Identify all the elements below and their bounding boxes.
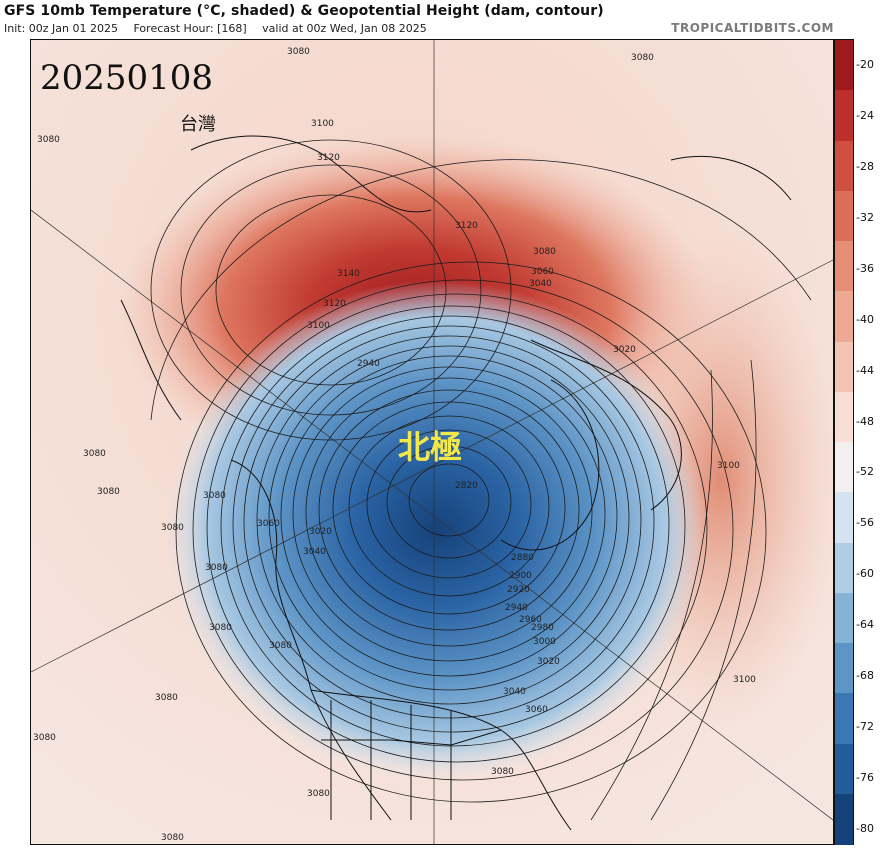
contour-label: 3040 <box>303 547 326 557</box>
meridian-lines <box>31 40 833 844</box>
colorbar-tick-label: -48 <box>856 414 874 428</box>
colorbar-tick-label: -28 <box>856 159 874 173</box>
colorbar-segment <box>835 542 853 594</box>
contour-label: 2880 <box>511 553 534 563</box>
contour-label: 3100 <box>717 461 740 471</box>
contour-label: 3000 <box>533 637 556 647</box>
contour-label: 2920 <box>507 585 530 595</box>
colorbar-tick-label: -68 <box>856 669 874 683</box>
colorbar-segment <box>835 492 853 543</box>
brand-watermark[interactable]: TROPICALTIDBITS.COM <box>671 21 834 35</box>
contour-label: 3020 <box>537 657 560 667</box>
colorbar-segment <box>835 442 853 493</box>
colorbar-segment <box>835 391 853 443</box>
contour-label: 2900 <box>509 571 532 581</box>
colorbar-tick-label: -24 <box>856 108 874 122</box>
contour-label: 2960 <box>519 615 542 625</box>
contour-label: 3140 <box>337 269 360 279</box>
contour-labels: 3080 3080 3080 3100 3120 3120 3140 3120 … <box>33 47 756 843</box>
contour-label: 3080 <box>155 693 178 703</box>
colorbar-tick-label: -32 <box>856 210 874 224</box>
contour-label: 3120 <box>317 153 340 163</box>
label-taiwan: 台灣 <box>180 114 216 135</box>
colorbar-tick-label: -40 <box>856 312 874 326</box>
contour-label: 3080 <box>287 47 310 57</box>
colorbar-segment <box>835 241 853 292</box>
contour-label: 3080 <box>533 247 556 257</box>
contour-label: 3120 <box>323 299 346 309</box>
colorbar-segment <box>835 592 853 644</box>
colorbar-segment <box>835 140 853 192</box>
contour-label: 3080 <box>307 789 330 799</box>
colorbar-tick-label: -52 <box>856 465 874 479</box>
colorbar-segment <box>835 90 853 141</box>
colorbar-tick-label: -80 <box>856 822 874 835</box>
contour-label: 3080 <box>33 733 56 743</box>
colorbar-segment <box>835 291 853 342</box>
coastlines <box>120 135 792 831</box>
colorbar-segment <box>835 693 853 744</box>
polar-vortex <box>166 280 706 780</box>
contour-label: 3100 <box>307 321 330 331</box>
colorbar-segment <box>835 341 853 393</box>
contour-label: 3080 <box>161 833 184 843</box>
contour-label: 3080 <box>269 641 292 651</box>
contour-label: 3080 <box>209 623 232 633</box>
colorbar-segment <box>835 793 853 845</box>
height-contours <box>150 139 812 821</box>
contour-label: 3100 <box>311 119 334 129</box>
colorbar-segment <box>835 40 853 91</box>
contour-label: 3080 <box>205 563 228 573</box>
contour-label: 3080 <box>203 491 226 501</box>
contour-label: 3080 <box>161 523 184 533</box>
contour-label: 2980 <box>531 623 554 633</box>
contour-label: 3040 <box>529 279 552 289</box>
contour-label: 3080 <box>37 135 60 145</box>
contour-label: 3040 <box>503 687 526 697</box>
map-canvas: 3080 3080 3080 3100 3120 3120 3140 3120 … <box>31 40 833 844</box>
colorbar-tick-label: -76 <box>856 771 874 785</box>
contour-label: 3060 <box>257 519 280 529</box>
polar-map: 3080 3080 3080 3100 3120 3120 3140 3120 … <box>30 39 834 845</box>
contour-label: 2940 <box>505 603 528 613</box>
colorbar-tick-label: -56 <box>856 516 874 530</box>
chart-title: GFS 10mb Temperature (°C, shaded) & Geop… <box>4 3 604 19</box>
colorbar-segment <box>835 643 853 694</box>
colorbar-segment <box>835 190 853 242</box>
contour-label: 3080 <box>491 767 514 777</box>
colorbar-tick-label: -36 <box>856 261 874 275</box>
init-time: Init: 00z Jan 01 2025 <box>4 22 118 35</box>
colorbar-tick-label: -20 <box>856 58 874 71</box>
forecast-hour: Forecast Hour: [168] <box>133 22 247 35</box>
contour-label: 3060 <box>525 705 548 715</box>
colorbar-segment <box>835 743 853 795</box>
colorbar-tick-label: -60 <box>856 567 874 581</box>
valid-time: valid at 00z Wed, Jan 08 2025 <box>262 22 427 35</box>
run-info: Init: 00z Jan 01 2025 Forecast Hour: [16… <box>4 22 439 35</box>
colorbar-tick-label: -64 <box>856 618 874 632</box>
contour-label: 2940 <box>357 359 380 369</box>
label-north-pole: 北極 <box>398 428 463 466</box>
colorbar-tick-label: -72 <box>856 720 874 734</box>
contour-label: 3080 <box>631 53 654 63</box>
contour-label: 3080 <box>83 449 106 459</box>
contour-label: 3020 <box>309 527 332 537</box>
colorbar <box>834 39 854 845</box>
contour-label: 3080 <box>97 487 120 497</box>
contour-label: 3100 <box>733 675 756 685</box>
date-stamp: 20250108 <box>40 58 214 98</box>
contour-label: 2820 <box>455 481 478 491</box>
contour-label: 3060 <box>531 267 554 277</box>
contour-label: 3120 <box>455 221 478 231</box>
colorbar-tick-label: -44 <box>856 363 874 377</box>
contour-label: 3020 <box>613 345 636 355</box>
